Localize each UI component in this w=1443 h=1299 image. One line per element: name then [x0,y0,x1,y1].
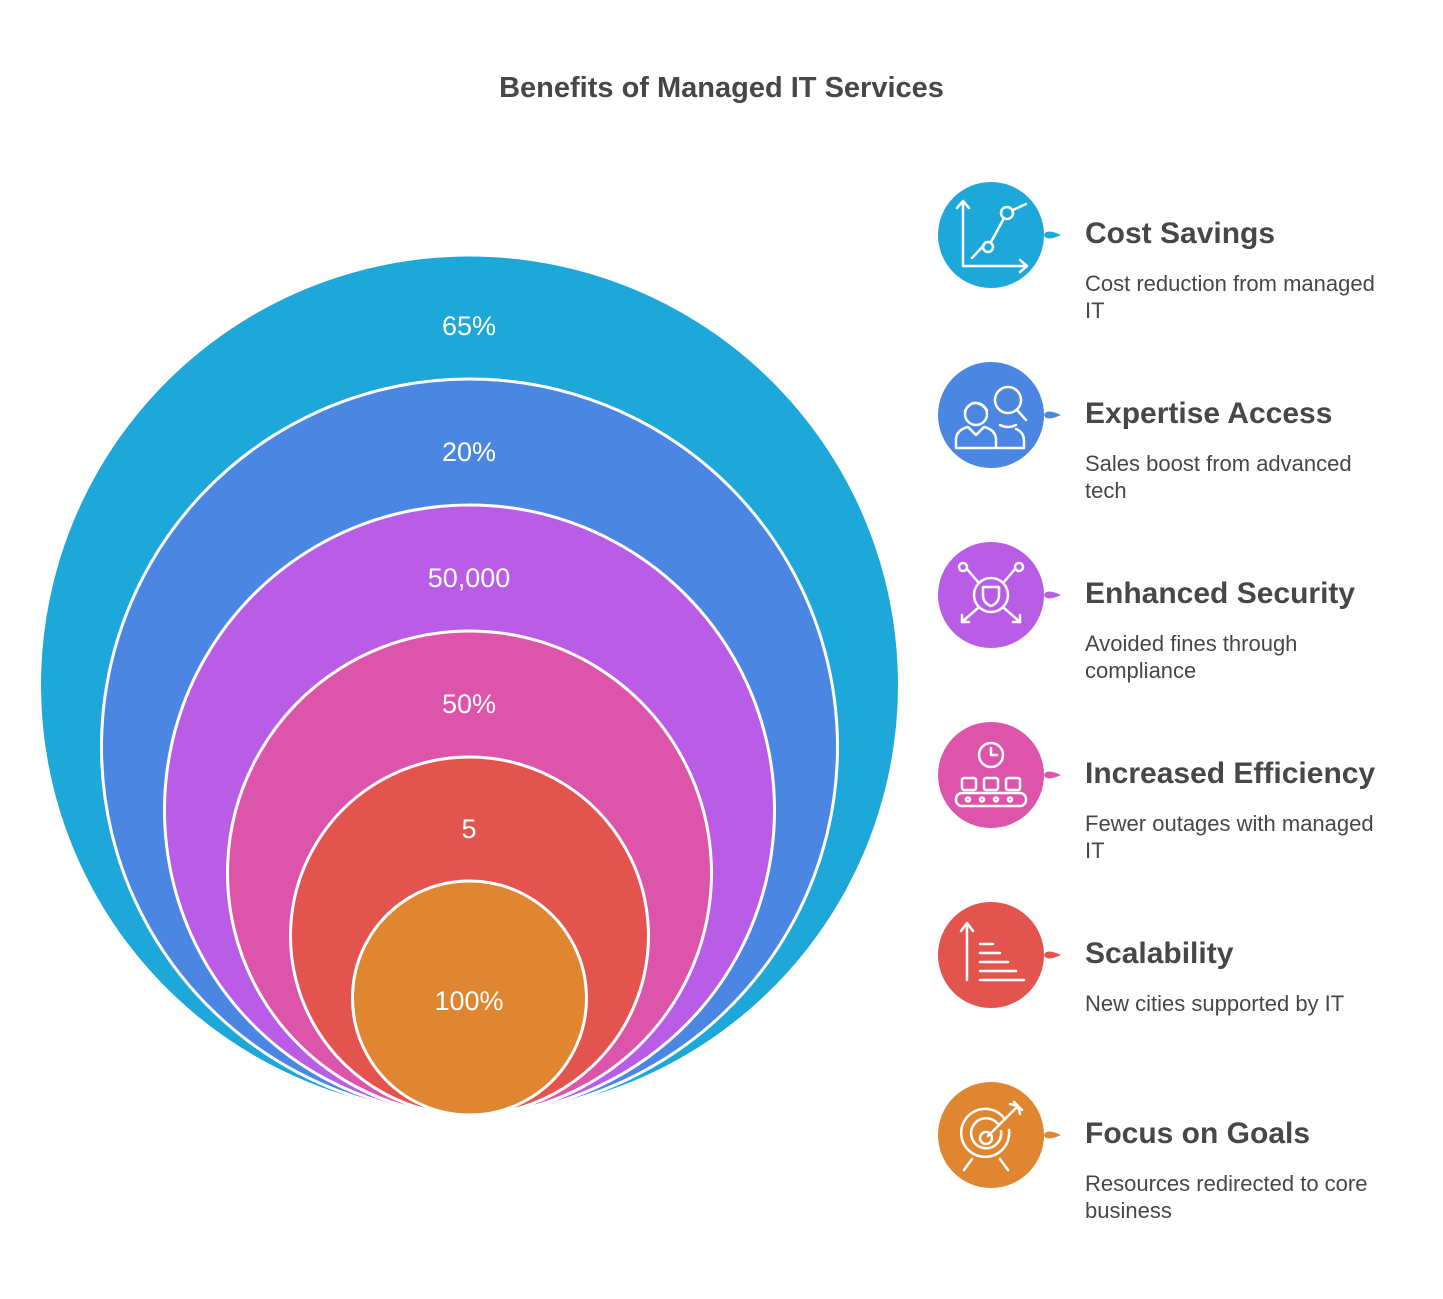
ring-4-label: 50% [442,689,496,719]
item-description: Resources redirected to core business [1085,1171,1368,1223]
ring-2-label: 20% [442,437,496,467]
ring-6-shape [351,879,588,1117]
nested-rings-diagram: 65% 20% 50,000 50% 5 100% [38,253,901,1117]
ring-5-label: 5 [461,814,476,844]
badge-shape [938,902,1061,1008]
ring-6: 100% [351,879,588,1117]
page-title: Benefits of Managed IT Services [499,72,944,104]
badge [938,542,1062,648]
legend-item-enhanced-security: Enhanced Security Avoided fines through … [938,542,1418,692]
ring-3-label: 50,000 [428,563,511,593]
conveyor-clock-icon [954,741,1028,808]
ring-1-label: 65% [442,311,496,341]
badge-shape [938,1082,1061,1188]
legend-item-increased-efficiency: Increased Efficiency Fewer outages with … [938,722,1418,872]
badge-shape [938,722,1061,828]
legend-item-expertise-access: Expertise Access Sales boost from advanc… [938,362,1418,512]
legend-item-cost-savings: Cost Savings Cost reduction from managed… [938,182,1418,332]
badge-shape [938,362,1061,468]
legend-item-focus-on-goals: Focus on Goals Resources redirected to c… [938,1082,1418,1232]
badge-shape [938,182,1061,288]
target-icon [959,1100,1024,1172]
ring-6-label: 100% [434,986,503,1016]
badge [938,722,1062,828]
badge [938,902,1062,1008]
item-description: Cost reduction from managed IT [1085,271,1375,323]
item-description: Sales boost from advanced tech [1085,451,1352,503]
item-title: Expertise Access [1085,397,1333,430]
item-title: Scalability [1085,937,1234,970]
item-title: Focus on Goals [1085,1117,1311,1150]
item-title: Increased Efficiency [1085,757,1376,790]
item-description: Fewer outages with managed IT [1085,811,1374,863]
item-description: Avoided fines through compliance [1085,631,1298,683]
badge [938,1082,1062,1188]
badge [938,182,1062,288]
legend-item-scalability: Scalability New cities supported by IT [938,902,1418,1052]
scale-up-icon [959,921,1026,982]
shield-network-icon [957,561,1025,624]
badge [938,362,1062,468]
item-title: Enhanced Security [1085,577,1356,610]
experts-icon [954,385,1028,450]
item-title: Cost Savings [1085,217,1276,250]
chart-growth-icon [955,199,1029,274]
item-description: New cities supported by IT [1085,991,1345,1016]
